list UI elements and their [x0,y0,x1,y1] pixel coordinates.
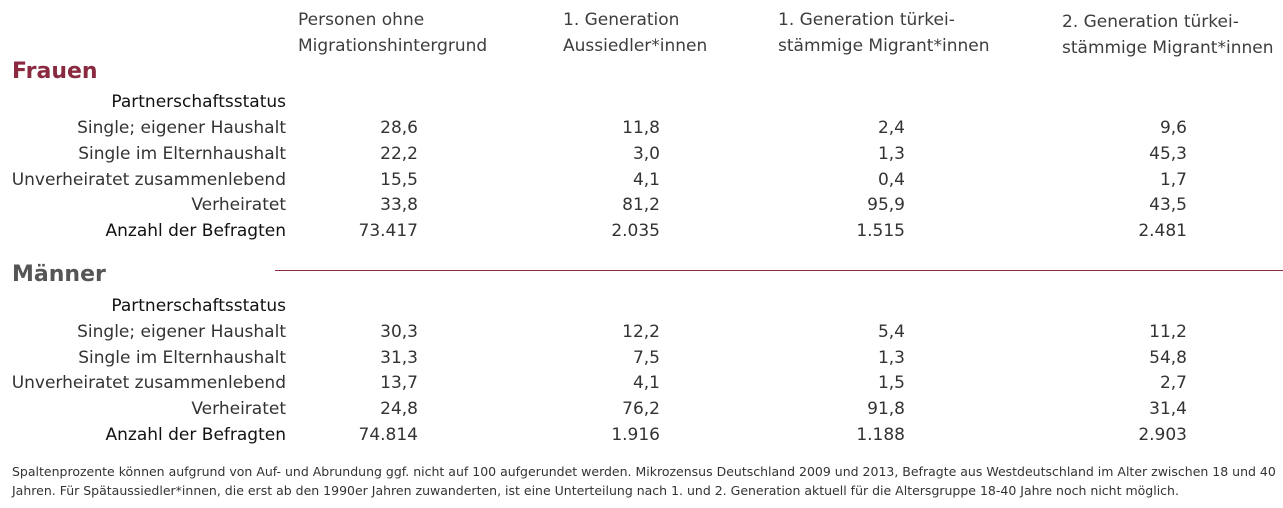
row-label: Single; eigener Haushalt [77,322,286,342]
cell-value: 2.481 [1138,221,1187,241]
cell-value: 76,2 [622,399,660,419]
cell-value: 2.903 [1138,425,1187,445]
cell-value: 54,8 [1149,348,1187,368]
cell-value: 11,8 [622,118,660,138]
cell-value: 1.916 [611,425,660,445]
cell-value: 5,4 [877,322,905,342]
cell-value: 1,5 [877,373,905,393]
cell-value: 2.035 [611,221,660,241]
cell-value: 1,7 [1159,170,1187,190]
cell-value: 1,3 [877,348,905,368]
row-label: Single im Elternhaushalt [78,348,286,368]
row-label-total: Anzahl der Befragten [105,221,287,241]
cell-value: 13,7 [380,373,418,393]
cell-value: 33,8 [380,195,418,215]
cell-value: 28,6 [380,118,418,138]
cell-value: 81,2 [622,195,660,215]
column-header-turkish-gen2: 2. Generation türkei- stämmige Migrant*i… [1062,12,1274,58]
cell-value: 91,8 [867,399,905,419]
cell-value: 31,3 [380,348,418,368]
cell-value: 24,8 [380,399,418,419]
cell-value: 7,5 [632,348,660,368]
cell-value: 15,5 [380,170,418,190]
cell-value: 43,5 [1149,195,1187,215]
cell-value: 2,4 [877,118,905,138]
column-header-no-migration: Personen ohne Migrationshintergrund [298,10,488,56]
row-label: Verheiratet [191,195,286,215]
cell-value: 12,2 [622,322,660,342]
cell-value: 4,1 [632,373,660,393]
section-title-men: Männer [12,262,106,287]
cell-value: 22,2 [380,144,418,164]
cell-value: 95,9 [867,195,905,215]
cell-value: 30,3 [380,322,418,342]
column-header-aussiedler: 1. Generation Aussiedler*innen [563,10,708,56]
section-divider [275,270,1283,271]
cell-value: 3,0 [632,144,660,164]
cell-value: 1.188 [856,425,905,445]
row-label-total: Anzahl der Befragten [105,425,287,445]
row-label: Single im Elternhaushalt [78,144,286,164]
subheading-partnership-status: Partnerschaftsstatus [111,296,286,316]
cell-value: 11,2 [1149,322,1187,342]
cell-value: 0,4 [877,170,905,190]
row-label: Unverheiratet zusammenlebend [11,170,286,190]
cell-value: 2,7 [1159,373,1187,393]
row-label: Single; eigener Haushalt [77,118,286,138]
cell-value: 1,3 [877,144,905,164]
section-title-women: Frauen [12,59,98,84]
cell-value: 4,1 [632,170,660,190]
cell-value: 9,6 [1159,118,1187,138]
row-label: Verheiratet [191,399,286,419]
cell-value: 31,4 [1149,399,1187,419]
column-header-turkish-gen1: 1. Generation türkei- stämmige Migrant*i… [778,10,990,56]
cell-value: 45,3 [1149,144,1187,164]
row-label: Unverheiratet zusammenlebend [11,373,286,393]
cell-value: 73.417 [358,221,418,241]
subheading-partnership-status: Partnerschaftsstatus [111,92,286,112]
cell-value: 74.814 [358,425,418,445]
footnote: Spaltenprozente können aufgrund von Auf-… [12,464,1276,498]
cell-value: 1.515 [856,221,905,241]
